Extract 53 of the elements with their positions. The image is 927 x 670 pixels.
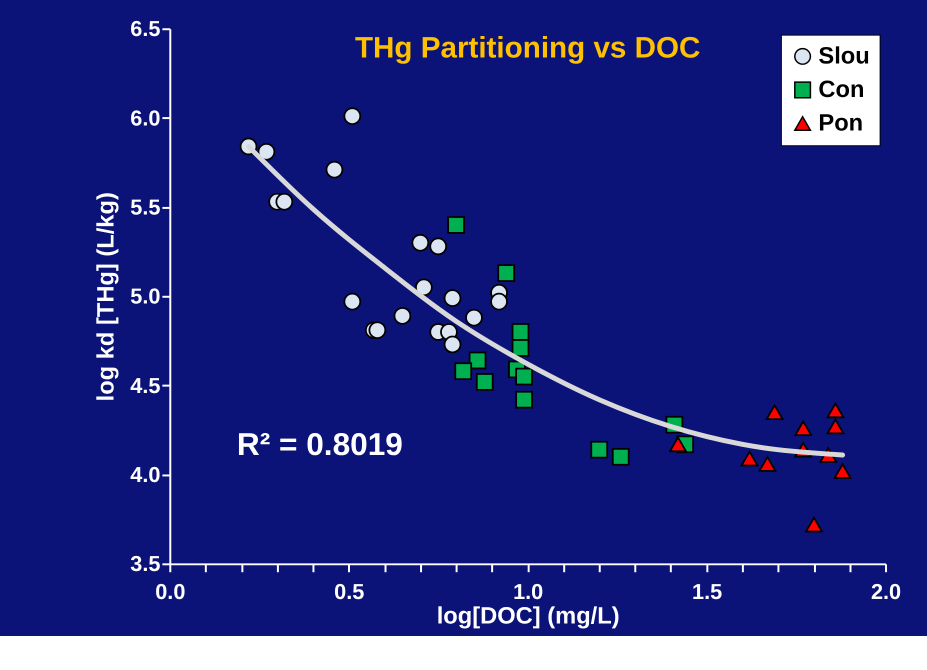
point: [258, 142, 276, 161]
point: [429, 238, 448, 256]
legend-label: Pon: [818, 110, 864, 136]
y-axis-title: log kd [THg] (L/kg): [93, 192, 120, 402]
point: [326, 160, 344, 178]
point: [826, 402, 844, 418]
point: [515, 390, 533, 409]
legend-label: Con: [818, 76, 864, 103]
legend-label: Slou: [818, 43, 870, 70]
y-tick-label: 6.5: [130, 16, 160, 42]
point: [411, 234, 430, 252]
x-tick-label: 0.5: [334, 578, 364, 604]
point: [454, 362, 472, 380]
chart-title: THg Partitioning vs DOC: [354, 31, 700, 64]
y-tick-label: 4.5: [130, 372, 160, 398]
point: [669, 436, 687, 452]
point: [515, 368, 533, 386]
point: [740, 450, 758, 466]
y-tick-label: 3.5: [130, 551, 160, 576]
point: [468, 352, 486, 370]
point: [512, 323, 530, 341]
point: [512, 339, 530, 357]
point: [826, 418, 844, 434]
point: [805, 516, 823, 532]
point: [766, 404, 784, 420]
point: [343, 292, 362, 310]
point: [444, 289, 462, 307]
point: [343, 107, 362, 125]
x-tick-label: 1.5: [692, 578, 722, 604]
point: [490, 292, 508, 310]
point: [758, 456, 776, 472]
y-tick-label: 4.0: [130, 462, 160, 488]
point: [794, 420, 812, 436]
y-tick-label: 5.5: [130, 194, 160, 220]
point: [415, 278, 433, 296]
point: [275, 192, 294, 211]
x-tick-label: 2.0: [870, 578, 902, 604]
y-tick-label: 6.0: [130, 105, 160, 130]
point: [590, 440, 608, 459]
point: [612, 448, 630, 466]
x-tick-label: 1.0: [513, 578, 544, 604]
y-tick-label: 5.0: [130, 284, 160, 309]
point: [394, 307, 412, 325]
x-tick-label: 0.0: [155, 578, 186, 604]
x-axis-title: log[DOC] (mg/L): [436, 604, 620, 630]
point: [497, 264, 516, 282]
point: [368, 321, 386, 339]
annotation: R² = 0.8019: [236, 426, 403, 462]
point: [834, 463, 852, 479]
point: [476, 373, 494, 391]
point: [444, 336, 462, 354]
point: [465, 308, 483, 327]
point: [447, 216, 465, 234]
